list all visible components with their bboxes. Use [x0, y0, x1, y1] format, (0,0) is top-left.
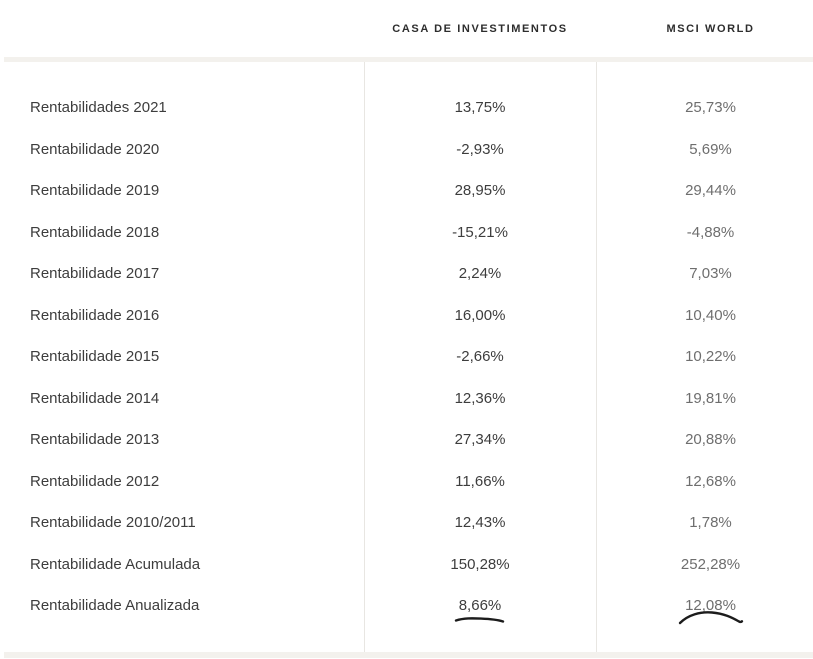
value-text: 150,28%: [450, 555, 510, 573]
casa-de-investimentos-value: 8,66%: [364, 597, 596, 623]
column-divider-right: [596, 62, 597, 652]
row-label: Rentabilidade 2019: [30, 182, 160, 200]
msci-world-value: 10,40%: [596, 307, 813, 324]
value-text: 19,81%: [685, 389, 736, 407]
casa-de-investimentos-value: 12,43%: [364, 514, 596, 531]
value-text: 28,95%: [454, 182, 506, 200]
table-row: Rentabilidade 2010/2011 12,43% 1,78%: [0, 502, 813, 544]
value-text: 1,78%: [689, 514, 732, 532]
row-label: Rentabilidade Anualizada: [30, 597, 200, 615]
msci-world-value: 1,78%: [596, 514, 813, 531]
value-text: 5,69%: [689, 140, 732, 158]
msci-world-value: 12,68%: [596, 473, 813, 490]
value-text: 12,36%: [454, 389, 506, 407]
msci-world-value: 29,44%: [596, 182, 813, 199]
casa-de-investimentos-value: 11,66%: [364, 473, 596, 490]
msci-world-value: 5,69%: [596, 141, 813, 158]
casa-de-investimentos-value: 13,75%: [364, 99, 596, 116]
table-row: Rentabilidade Acumulada 150,28% 252,28%: [0, 544, 813, 586]
row-label: Rentabilidade 2020: [30, 140, 160, 158]
row-label: Rentabilidade 2017: [30, 265, 160, 283]
casa-de-investimentos-value: 150,28%: [364, 556, 596, 573]
value-text: -4,88%: [686, 223, 735, 241]
casa-de-investimentos-value: -2,66%: [364, 348, 596, 365]
table-row: Rentabilidade Anualizada 8,66% 12,08%: [0, 585, 813, 627]
value-text: 11,66%: [455, 472, 505, 490]
value-text: 10,40%: [685, 306, 736, 324]
value-text: 252,28%: [680, 555, 741, 573]
msci-world-value: 10,22%: [596, 348, 813, 365]
value-text: 7,03%: [689, 265, 732, 283]
msci-world-value: 25,73%: [596, 99, 813, 116]
value-text: -15,21%: [452, 223, 508, 241]
msci-world-value: 19,81%: [596, 390, 813, 407]
table-header-row: CASA DE INVESTIMENTOS MSCI WORLD: [0, 0, 813, 57]
value-text: -2,66%: [456, 348, 504, 366]
header-separator-band: [4, 57, 813, 62]
row-label: Rentabilidade 2012: [30, 472, 160, 490]
casa-de-investimentos-value: 28,95%: [364, 182, 596, 199]
row-label: Rentabilidade 2014: [30, 389, 160, 407]
casa-de-investimentos-value: 27,34%: [364, 431, 596, 448]
value-text: 2,24%: [458, 265, 502, 283]
value-text: 12,08%: [678, 597, 743, 625]
row-label: Rentabilidade 2013: [30, 431, 160, 449]
casa-de-investimentos-value: 12,36%: [364, 390, 596, 407]
row-label: Rentabilidade 2016: [30, 306, 160, 324]
table-row: Rentabilidade 2017 2,24% 7,03%: [0, 253, 813, 295]
table-row: Rentabilidade 2016 16,00% 10,40%: [0, 295, 813, 337]
value-text: 29,44%: [685, 182, 736, 200]
value-text: 12,43%: [454, 514, 506, 532]
column-divider-left: [364, 62, 365, 652]
row-label: Rentabilidades 2021: [30, 99, 167, 117]
table-row: Rentabilidade 2019 28,95% 29,44%: [0, 170, 813, 212]
table-row: Rentabilidade 2018 -15,21% -4,88%: [0, 212, 813, 254]
table-row: Rentabilidade 2014 12,36% 19,81%: [0, 378, 813, 420]
msci-world-value: 12,08%: [596, 597, 813, 625]
value-text: 10,22%: [685, 348, 736, 366]
msci-world-value: -4,88%: [596, 224, 813, 241]
msci-world-value: 252,28%: [596, 556, 813, 573]
value-text: 27,34%: [454, 431, 506, 449]
row-label: Rentabilidade 2018: [30, 223, 160, 241]
row-label: Rentabilidade 2010/2011: [30, 514, 196, 532]
value-text: 13,75%: [454, 99, 506, 117]
table-row: Rentabilidades 2021 13,75% 25,73%: [0, 87, 813, 129]
footer-band: [4, 652, 813, 658]
table-row: Rentabilidade 2020 -2,93% 5,69%: [0, 129, 813, 171]
column-header-casa-de-investimentos: CASA DE INVESTIMENTOS: [392, 22, 568, 35]
value-text: 16,00%: [454, 306, 506, 324]
casa-de-investimentos-value: -2,93%: [364, 141, 596, 158]
casa-de-investimentos-value: 2,24%: [364, 265, 596, 282]
casa-de-investimentos-value: 16,00%: [364, 307, 596, 324]
msci-world-value: 7,03%: [596, 265, 813, 282]
table-row: Rentabilidade 2013 27,34% 20,88%: [0, 419, 813, 461]
value-text: -2,93%: [456, 140, 504, 158]
hand-drawn-arc-underline: [678, 611, 743, 625]
table-row: Rentabilidade 2012 11,66% 12,68%: [0, 461, 813, 503]
column-header-msci-world: MSCI WORLD: [666, 22, 755, 35]
row-label: Rentabilidade Acumulada: [30, 555, 201, 573]
value-text: 25,73%: [685, 99, 736, 117]
value-text: 12,68%: [685, 472, 736, 490]
value-text: 20,88%: [685, 431, 736, 449]
table-body: Rentabilidades 2021 13,75% 25,73% Rentabili…: [0, 62, 813, 627]
msci-world-value: 20,88%: [596, 431, 813, 448]
casa-de-investimentos-value: -15,21%: [364, 224, 596, 241]
hand-drawn-wavy-underline: [454, 617, 505, 623]
value-text: 8,66%: [454, 597, 505, 623]
table-row: Rentabilidade 2015 -2,66% 10,22%: [0, 336, 813, 378]
row-label: Rentabilidade 2015: [30, 348, 160, 366]
